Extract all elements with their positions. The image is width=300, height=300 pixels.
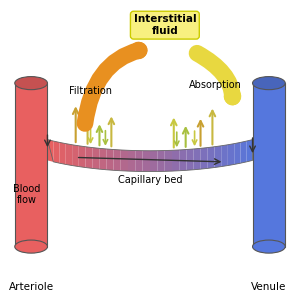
PathPatch shape [165, 150, 172, 171]
PathPatch shape [187, 149, 194, 170]
Text: Venule: Venule [251, 282, 286, 292]
PathPatch shape [228, 144, 234, 166]
PathPatch shape [135, 151, 142, 172]
Text: Interstitial
fluid: Interstitial fluid [134, 14, 196, 36]
PathPatch shape [47, 140, 53, 162]
PathPatch shape [92, 148, 99, 169]
PathPatch shape [121, 150, 128, 171]
Bar [15, 83, 47, 247]
Ellipse shape [15, 76, 47, 90]
PathPatch shape [208, 147, 214, 168]
PathPatch shape [66, 144, 72, 166]
PathPatch shape [158, 151, 165, 172]
PathPatch shape [53, 141, 59, 163]
PathPatch shape [72, 145, 79, 166]
PathPatch shape [241, 141, 247, 163]
PathPatch shape [113, 149, 121, 171]
PathPatch shape [79, 146, 86, 167]
Text: Absorption: Absorption [189, 80, 242, 90]
Text: Capillary bed: Capillary bed [118, 175, 182, 185]
PathPatch shape [172, 150, 179, 171]
Ellipse shape [253, 76, 285, 90]
PathPatch shape [59, 142, 66, 164]
PathPatch shape [221, 145, 228, 166]
PathPatch shape [179, 149, 187, 171]
FancyArrowPatch shape [197, 53, 233, 97]
PathPatch shape [194, 148, 201, 170]
PathPatch shape [201, 148, 208, 169]
Ellipse shape [15, 240, 47, 253]
PathPatch shape [128, 150, 135, 171]
PathPatch shape [234, 142, 241, 164]
PathPatch shape [106, 149, 113, 170]
Text: Arteriole: Arteriole [8, 282, 54, 292]
Text: Blood
flow: Blood flow [13, 184, 40, 206]
Bar [253, 83, 285, 247]
Text: Filtration: Filtration [69, 85, 112, 96]
PathPatch shape [142, 151, 150, 172]
PathPatch shape [150, 151, 158, 172]
PathPatch shape [214, 146, 221, 167]
PathPatch shape [247, 140, 253, 162]
PathPatch shape [85, 147, 92, 168]
PathPatch shape [99, 148, 106, 170]
Ellipse shape [253, 240, 285, 253]
FancyArrowPatch shape [85, 50, 139, 124]
